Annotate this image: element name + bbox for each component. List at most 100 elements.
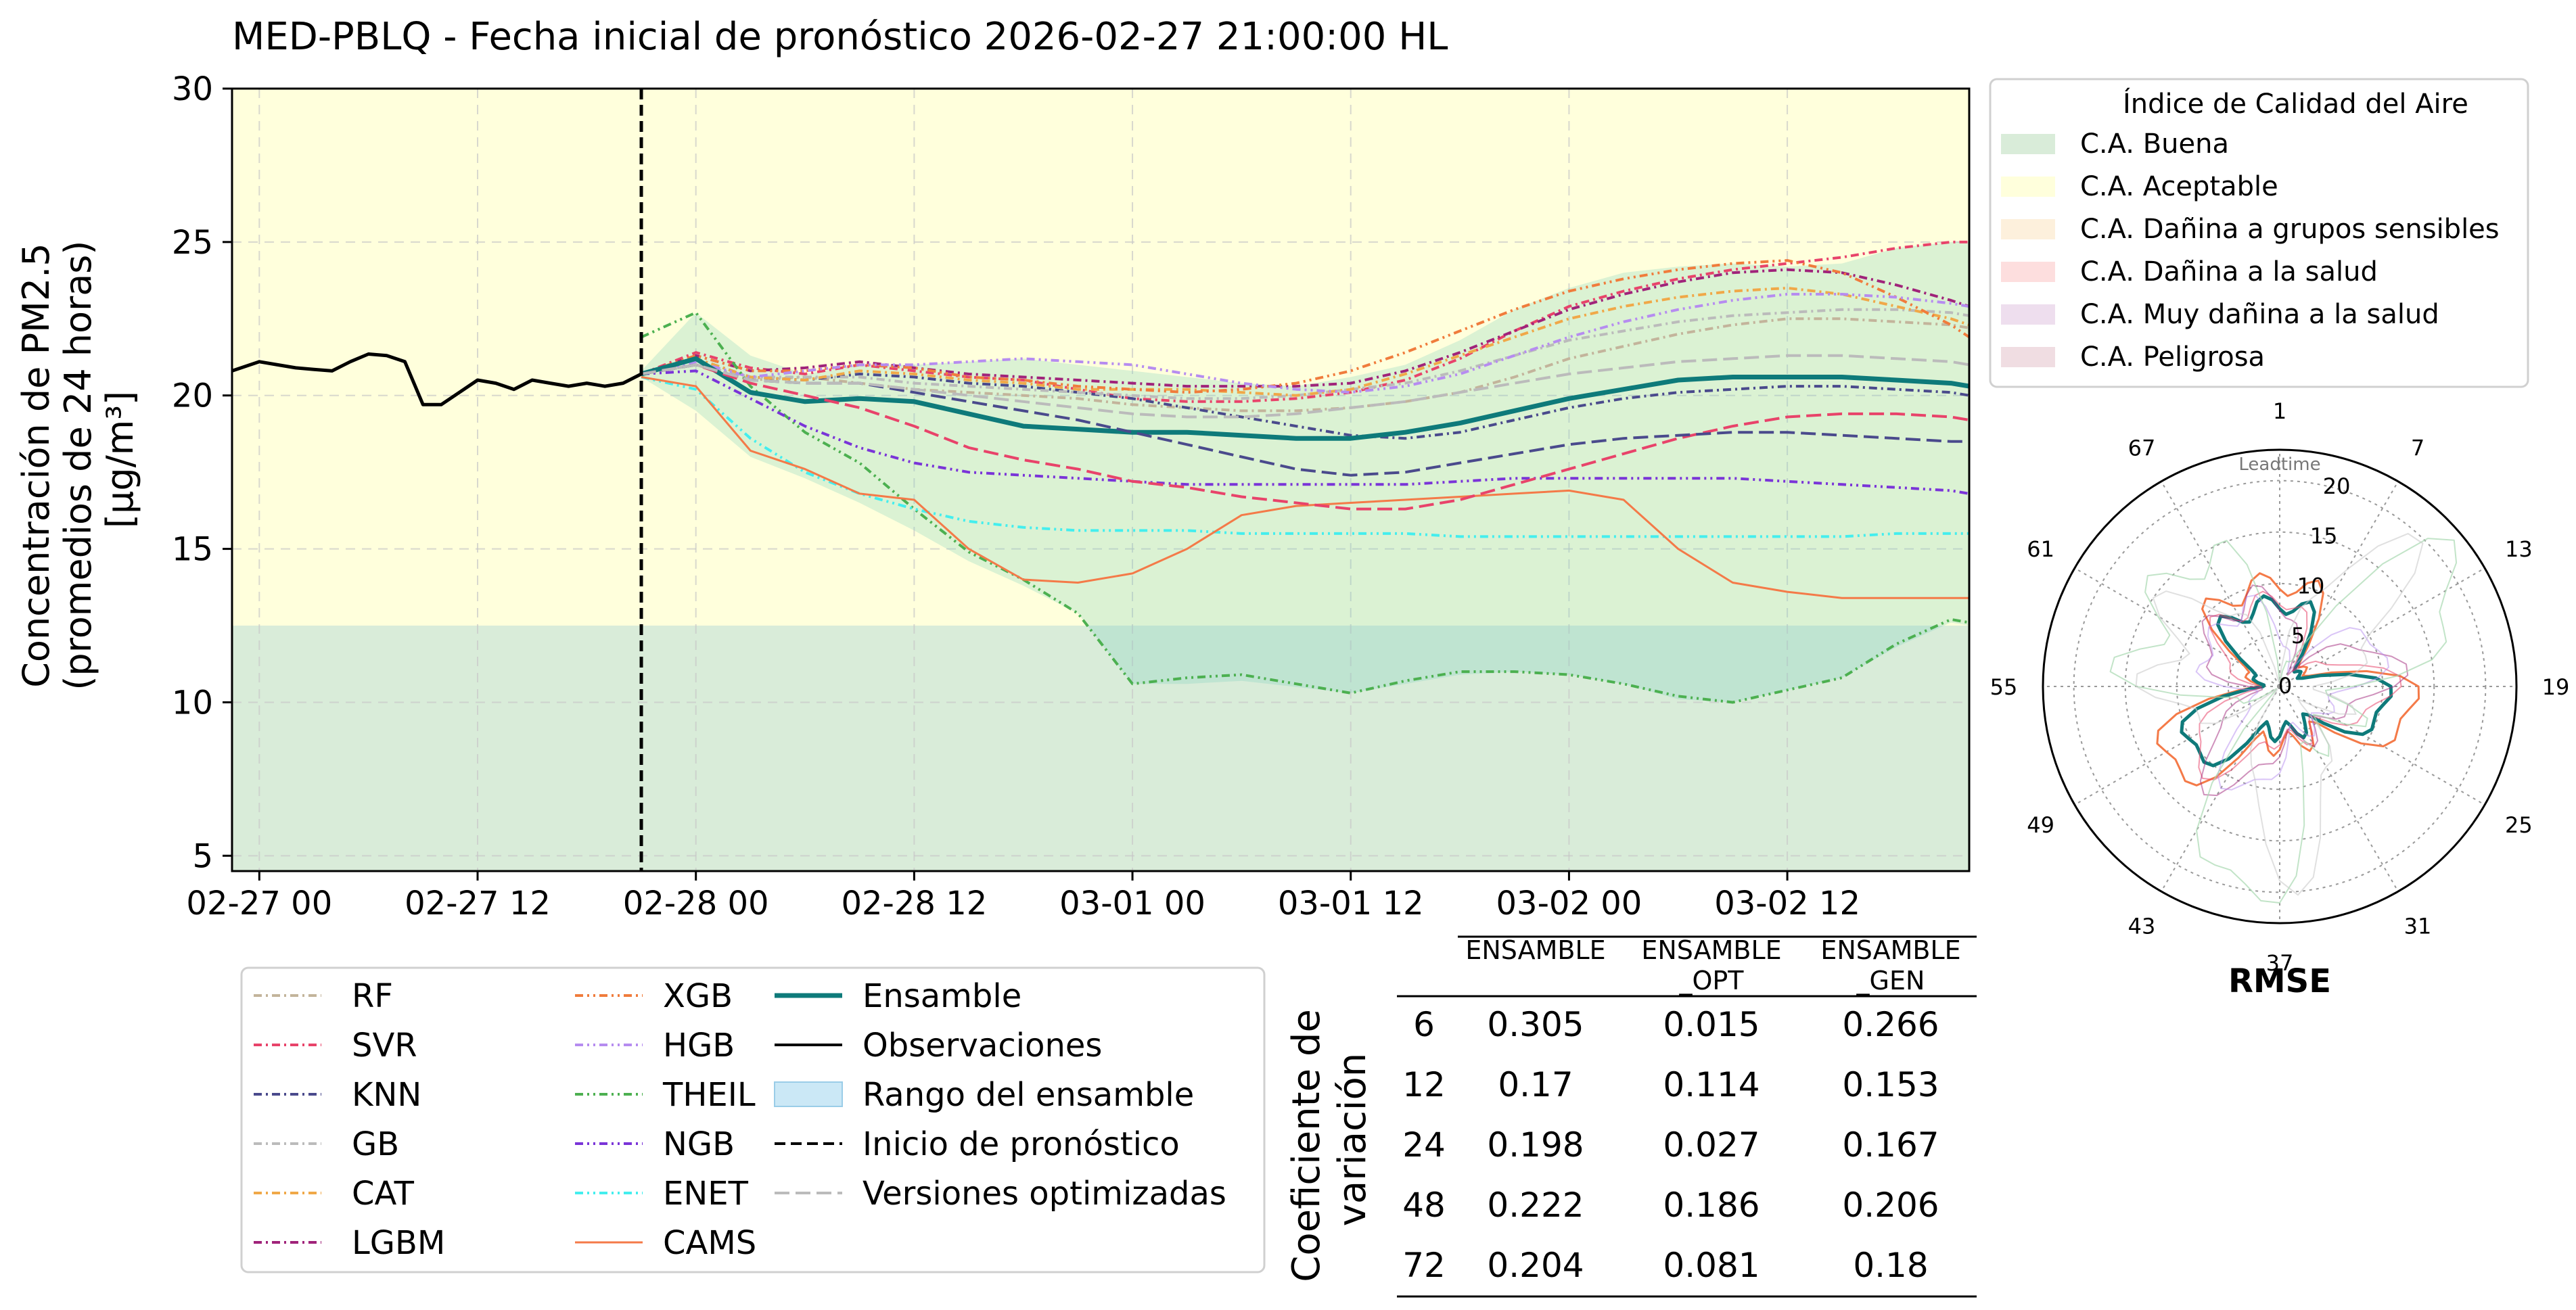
table-row-label: 72 (1402, 1246, 1446, 1285)
aqi-item-c-a-danina-a-la-salud: C.A. Dañina a la salud (2001, 256, 2378, 287)
table-cell: 0.186 (1663, 1186, 1760, 1225)
aqi-item-c-a-danina-a-grupos-sensibles: C.A. Dañina a grupos sensibles (2001, 214, 2500, 245)
band-c-a-buena (232, 626, 1969, 871)
legend-item-lgbm: LGBM (254, 1224, 445, 1262)
radar-angle-label: 7 (2411, 436, 2424, 461)
table-row-label: 12 (1402, 1065, 1446, 1104)
table-cell: 0.027 (1663, 1125, 1760, 1165)
legend-item-knn: KNN (254, 1076, 421, 1114)
y-tick-label: 15 (172, 531, 213, 569)
table-cell: 0.206 (1842, 1186, 1939, 1225)
aqi-item-c-a-aceptable: C.A. Aceptable (2001, 171, 2278, 202)
legend-item-hgb: HGB (575, 1027, 735, 1065)
radar-angle-label: 49 (2027, 812, 2054, 838)
x-axis-ticks: 02-27 00 02-27 12 02-28 00 02-28 12 03-01 00… (186, 871, 1860, 922)
x-tick-label: 03-02 00 (1496, 885, 1642, 922)
ensemble-range-area (641, 241, 1969, 703)
x-tick-label: 03-01 00 (1059, 885, 1205, 922)
y-axis-label-line-1: Concentración de PM2.5 (15, 243, 58, 687)
legend-item-enet: ENET (575, 1175, 749, 1213)
legend-item-inicio-de-pronostico: Inicio de pronóstico (775, 1125, 1180, 1163)
observations-series (232, 352, 643, 406)
legend-label: Observaciones (862, 1027, 1102, 1065)
radar-radial-label: 10 (2297, 573, 2325, 599)
aqi-label: C.A. Peligrosa (2080, 342, 2265, 373)
legend-label: RF (352, 977, 393, 1015)
x-tick-label: 03-02 12 (1714, 885, 1860, 922)
aqi-item-c-a-peligrosa: C.A. Peligrosa (2001, 342, 2265, 373)
radar-spoke (2279, 481, 2399, 687)
series-legend: RF SVR KNN GB CAT LGBM XGB HGB THEIL NGB ENET CAMS E… (240, 966, 1266, 1273)
radar-angle-label: 37 (2266, 950, 2294, 976)
legend-item-xgb: XGB (575, 977, 733, 1015)
aqi-legend-title: Índice de Calidad del Aire (2123, 87, 2468, 120)
legend-item-cat: CAT (254, 1175, 415, 1213)
radar-angle-label: 19 (2542, 674, 2570, 700)
series-legend-frame (240, 966, 1266, 1273)
x-tick-label: 02-28 12 (841, 885, 987, 922)
x-tick-label: 02-27 12 (405, 885, 551, 922)
table-row-label: 24 (1402, 1125, 1446, 1165)
aqi-item-c-a-muy-danina-a-la-salud: C.A. Muy dañina a la salud (2001, 299, 2439, 330)
aqi-swatch (2001, 219, 2055, 239)
legend-label: ENET (663, 1175, 749, 1213)
table-y-label-line-1: Coeficiente de (1285, 1009, 1329, 1282)
table-cell: 0.305 (1487, 1005, 1584, 1044)
legend-label: KNN (352, 1076, 421, 1114)
x-tick-label: 02-28 00 (623, 885, 769, 922)
table-header: _OPT (1678, 966, 1744, 996)
aqi-legend: Índice de Calidad del Aire C.A. Buena C.A… (1989, 78, 2529, 388)
radar-spoke (2279, 686, 2485, 805)
radar-angle-label: 31 (2404, 913, 2432, 939)
ensemble-range (641, 241, 1969, 703)
radar-angle-label: 55 (1990, 674, 2018, 700)
plot-frame (231, 87, 1971, 872)
radar-axis-label: Leadtime (2238, 454, 2320, 475)
series-gb-opt (641, 354, 1969, 419)
aqi-swatch (2001, 347, 2055, 367)
table-y-label-line-2: variación (1331, 1053, 1375, 1226)
aqi-label: C.A. Dañina a grupos sensibles (2080, 214, 2500, 245)
table-cell: 0.198 (1487, 1125, 1584, 1165)
aqi-swatch (2001, 304, 2055, 325)
legend-label: CAMS (663, 1224, 756, 1262)
radar-spoke (2161, 686, 2280, 892)
table-y-label: Coeficiente de variación (1285, 997, 1375, 1282)
radar-angle-label: 13 (2505, 536, 2533, 562)
table-cell: 0.222 (1487, 1186, 1584, 1225)
x-tick-label: 02-27 00 (186, 885, 332, 922)
y-axis-ticks: 5 10 15 20 25 30 (172, 70, 232, 875)
legend-item-theil: THEIL (575, 1076, 756, 1114)
legend-item-versiones-optimizadas: Versiones optimizadas (775, 1175, 1226, 1213)
radar-angle-label: 67 (2128, 436, 2156, 461)
legend-item-gb: GB (254, 1125, 399, 1163)
legend-label: GB (352, 1125, 399, 1163)
radar-series-lgbm (2199, 584, 2409, 797)
legend-item-svr: SVR (254, 1027, 417, 1065)
table-header: _GEN (1856, 966, 1925, 996)
table-header: ENSAMBLE (1465, 935, 1605, 965)
legend-label: Inicio de pronóstico (862, 1125, 1180, 1163)
radar-ring-15 (2124, 531, 2435, 842)
series-hgb (641, 293, 1969, 394)
y-tick-label: 30 (172, 70, 213, 108)
radar-radial-label: 20 (2323, 473, 2351, 499)
aqi-label: C.A. Dañina a la salud (2080, 256, 2378, 287)
series-rf (641, 317, 1969, 413)
table-cell: 0.167 (1842, 1125, 1939, 1165)
y-tick-label: 5 (192, 837, 213, 875)
aqi-label: C.A. Muy dañina a la salud (2080, 299, 2439, 330)
radar-spoke (2074, 567, 2280, 687)
legend-item-ensamble: Ensamble (775, 977, 1021, 1015)
legend-label: Rango del ensamble (862, 1076, 1194, 1114)
radar-ring-20 (2073, 479, 2487, 893)
series-knn (641, 357, 1969, 440)
legend-label: NGB (663, 1125, 735, 1163)
radar-ring-5 (2227, 634, 2332, 739)
table-cell: 0.204 (1487, 1246, 1584, 1285)
legend-item-rango-del-ensamble: Rango del ensamble (774, 1076, 1194, 1114)
series-observaciones (232, 352, 643, 406)
legend-swatch (774, 1081, 843, 1107)
radar-series-theil (2109, 538, 2458, 904)
